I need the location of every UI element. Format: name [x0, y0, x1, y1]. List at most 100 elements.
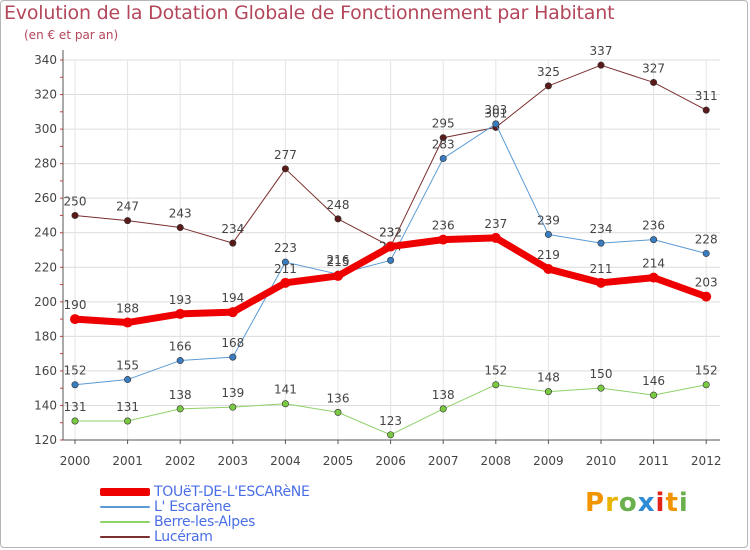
data-point — [650, 236, 658, 244]
logo-letter: P — [585, 488, 606, 518]
data-label: 146 — [642, 374, 665, 388]
data-point — [71, 211, 79, 219]
data-label: 203 — [695, 276, 718, 290]
y-tick-label: 220 — [34, 260, 57, 274]
data-label: 131 — [116, 400, 139, 414]
data-point — [227, 307, 238, 318]
data-point — [597, 384, 605, 392]
data-label: 211 — [590, 262, 613, 276]
legend-label: Berre-les-Alpes — [154, 513, 256, 530]
data-label: 188 — [116, 302, 139, 316]
data-point — [438, 234, 449, 245]
x-tick-label: 2011 — [638, 454, 669, 468]
data-label: 148 — [537, 371, 560, 385]
y-tick-label: 160 — [34, 364, 57, 378]
data-label: 123 — [379, 414, 402, 428]
data-point — [702, 381, 710, 389]
data-label: 150 — [590, 367, 613, 381]
data-label: 248 — [327, 198, 350, 212]
data-label: 155 — [116, 359, 139, 373]
data-label: 295 — [432, 117, 455, 131]
data-point — [387, 256, 395, 264]
data-label: 234 — [221, 222, 244, 236]
data-point — [124, 417, 132, 425]
data-point — [702, 106, 710, 114]
legend-label: Lucéram — [154, 528, 213, 545]
logo-letter: t — [665, 488, 679, 518]
y-tick-label: 280 — [34, 157, 57, 171]
data-point — [385, 241, 396, 252]
data-point — [334, 215, 342, 223]
data-point — [544, 230, 552, 238]
y-tick-label: 120 — [34, 433, 57, 447]
legend-item: Berre-les-Alpes — [100, 513, 310, 530]
y-tick-label: 140 — [34, 398, 57, 412]
x-tick-label: 2006 — [375, 454, 406, 468]
data-label: 303 — [484, 103, 507, 117]
data-point — [280, 277, 291, 288]
logo-letter: r — [605, 488, 619, 518]
data-point — [439, 154, 447, 162]
data-label: 228 — [695, 232, 718, 246]
data-label: 139 — [221, 386, 244, 400]
data-label: 337 — [590, 44, 613, 58]
y-tick-label: 300 — [34, 122, 57, 136]
data-point — [648, 272, 659, 283]
data-point — [176, 224, 184, 232]
y-tick-label: 180 — [34, 329, 57, 343]
legend-label: TOUëT-DE-L'ESCARèNE — [154, 483, 310, 500]
data-point — [124, 376, 132, 384]
data-label: 236 — [432, 219, 455, 233]
data-point — [176, 405, 184, 413]
data-point — [70, 314, 80, 325]
data-point — [702, 249, 710, 257]
data-point — [543, 264, 554, 274]
data-point — [229, 403, 237, 411]
data-point — [71, 417, 79, 425]
data-point — [439, 405, 447, 413]
x-tick-label: 2002 — [165, 454, 196, 468]
data-label: 138 — [169, 388, 192, 402]
data-point — [229, 239, 237, 247]
x-tick-label: 2005 — [323, 454, 354, 468]
data-point — [281, 258, 289, 266]
data-point — [334, 408, 342, 416]
data-label: 247 — [116, 200, 139, 214]
x-tick-label: 2010 — [586, 454, 617, 468]
data-label: 250 — [64, 194, 87, 208]
data-label: 232 — [379, 226, 402, 240]
x-tick-label: 2003 — [218, 454, 249, 468]
y-tick-label: 240 — [34, 226, 57, 240]
data-label: 243 — [169, 207, 192, 221]
data-label: 277 — [274, 148, 297, 162]
x-tick-label: 2009 — [533, 454, 564, 468]
data-point — [650, 78, 658, 86]
data-point — [439, 134, 447, 142]
data-label: 219 — [537, 248, 560, 262]
x-tick-label: 2000 — [60, 454, 91, 468]
chart-legend: TOUëT-DE-L'ESCARèNE L' Escarène Berre-les-… — [100, 483, 310, 545]
data-point — [596, 277, 606, 288]
data-label: 194 — [221, 291, 244, 305]
data-point — [597, 239, 605, 247]
data-label: 141 — [274, 383, 297, 397]
data-point — [387, 431, 395, 439]
legend-item: Lucéram — [100, 528, 310, 545]
legend-swatch — [100, 520, 150, 523]
data-label: 193 — [169, 293, 192, 307]
chart-subtitle: (en € et par an) — [24, 28, 119, 42]
legend-swatch — [100, 505, 150, 508]
data-label: 211 — [274, 262, 297, 276]
data-point — [597, 61, 605, 69]
data-point — [281, 165, 289, 173]
y-tick-label: 340 — [34, 53, 57, 67]
data-point — [701, 291, 712, 302]
legend-swatch — [100, 487, 150, 496]
data-label: 223 — [274, 241, 297, 255]
data-label: 237 — [484, 217, 507, 231]
data-point — [122, 317, 133, 328]
y-tick-label: 320 — [34, 88, 57, 102]
data-label: 190 — [64, 298, 87, 312]
legend-label: L' Escarène — [154, 498, 231, 515]
data-label: 131 — [64, 400, 87, 414]
